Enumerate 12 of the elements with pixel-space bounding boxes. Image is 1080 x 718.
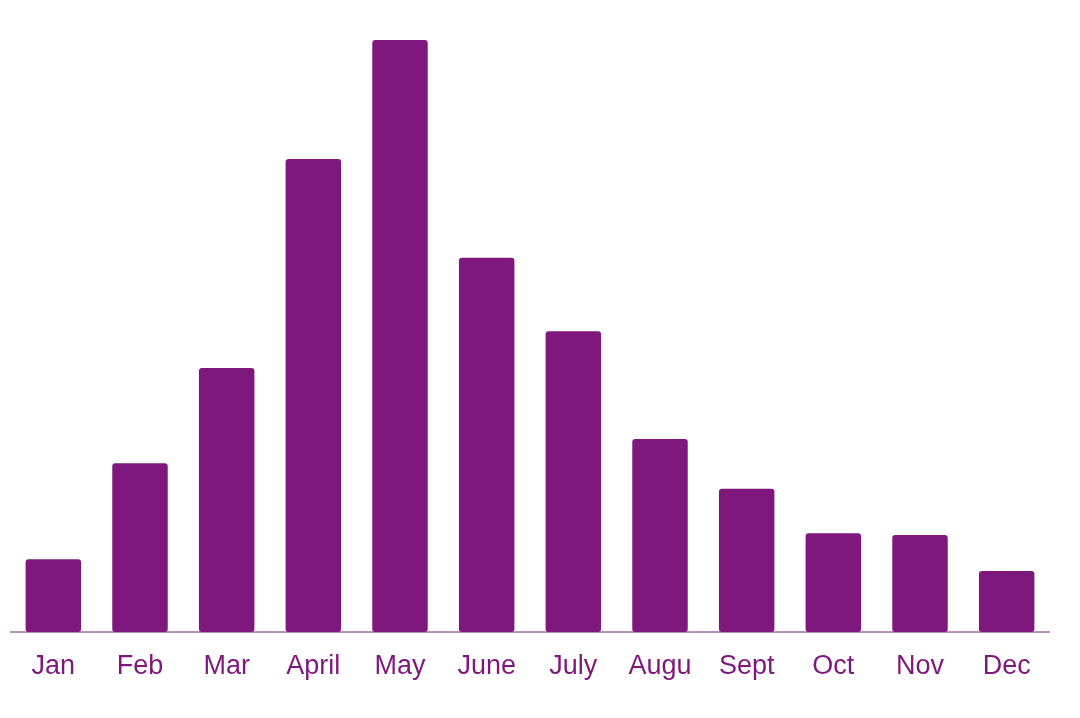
x-tick-label: June [457, 650, 516, 680]
x-tick-label: July [549, 650, 598, 680]
x-tick-label: Jan [31, 650, 76, 680]
x-tick-label: Mar [203, 650, 250, 680]
x-tick-label: Feb [116, 650, 164, 680]
x-tick-label: Augu [628, 650, 692, 680]
x-tick-label: Oct [812, 650, 855, 680]
x-tick-label: Nov [895, 650, 945, 680]
x-tick-label: Sept [718, 650, 775, 680]
x-tick-label: Dec [982, 650, 1031, 680]
x-tick-label: May [374, 650, 426, 680]
x-tick-label: April [286, 650, 341, 680]
